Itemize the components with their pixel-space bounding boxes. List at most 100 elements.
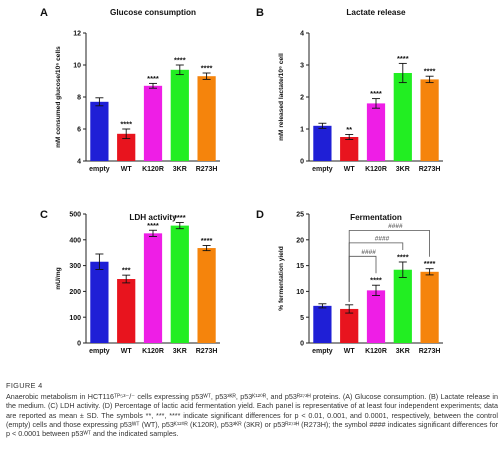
bar-3kr [170, 69, 189, 161]
comparison-bracket [348, 255, 377, 302]
bar-k120r [366, 103, 386, 161]
significance-label: **** [201, 236, 213, 245]
bracket-label: #### [375, 235, 390, 242]
y-tick-label: 300 [69, 263, 81, 270]
significance-label: *** [122, 266, 131, 275]
y-tick-label: 400 [69, 237, 81, 244]
bar-wt [340, 308, 359, 343]
y-axis-label: mM released lactate/10⁶ cell [278, 53, 285, 141]
figure-caption: FIGURE 4 Anaerobic metabolism in HCT116ᵀ… [6, 381, 498, 438]
bar-r273h [420, 79, 439, 161]
category-label: WT [344, 166, 356, 173]
y-tick-label: 2 [300, 95, 304, 102]
y-tick-label: 1 [300, 127, 304, 134]
category-label: empty [312, 348, 333, 355]
y-tick-label: 10 [73, 63, 81, 70]
significance-label: **** [147, 74, 159, 83]
bar-empty [90, 261, 109, 343]
panel-d-fermentation: D Fermentation 0 5 10 15 20 25 % fermentation yi… [256, 209, 443, 355]
bar-k120r [143, 233, 163, 343]
panel-letter: D [256, 209, 264, 221]
significance-label: **** [120, 120, 132, 129]
chart-title: Glucose consumption [110, 8, 196, 17]
bar-r273h [420, 271, 439, 343]
category-label: WT [121, 166, 133, 173]
category-label: empty [89, 348, 110, 355]
y-tick-label: 0 [300, 159, 304, 166]
category-label: 3KR [396, 348, 410, 355]
bracket-label: #### [388, 223, 403, 230]
category-label: R273H [196, 166, 218, 173]
bar-r273h [197, 76, 216, 161]
category-label: R273H [419, 166, 441, 173]
category-label: 3KR [173, 166, 187, 173]
y-tick-label: 4 [77, 159, 81, 166]
bar-k120r [366, 290, 386, 343]
chart-title: Lactate release [346, 8, 406, 17]
y-tick-label: 4 [300, 31, 304, 38]
y-tick-label: 500 [69, 212, 81, 219]
bar-3kr [170, 225, 189, 343]
y-tick-label: 5 [300, 315, 304, 322]
panel-a-glucose-consumption: A Glucose consumption 4 6 8 10 12 mM consumed g… [40, 7, 220, 173]
significance-label: **** [174, 213, 186, 222]
y-axis-label: mU/mg [55, 267, 62, 289]
y-tick-label: 0 [300, 341, 304, 348]
bracket-label: #### [361, 249, 376, 256]
y-tick-label: 20 [296, 237, 304, 244]
chart-title: LDH activity [129, 213, 177, 222]
significance-label: **** [397, 252, 409, 261]
y-tick-label: 100 [69, 315, 81, 322]
category-label: K120R [365, 348, 387, 355]
significance-label: **** [397, 54, 409, 63]
bar-3kr [393, 73, 412, 161]
y-tick-label: 200 [69, 289, 81, 296]
y-tick-label: 8 [77, 95, 81, 102]
bar-empty [90, 101, 109, 161]
category-label: K120R [365, 166, 387, 173]
category-label: K120R [142, 166, 164, 173]
bar-empty [313, 305, 332, 343]
bar-3kr [393, 269, 412, 343]
comparison-bracket [348, 230, 430, 302]
category-label: empty [312, 166, 333, 173]
y-tick-label: 0 [77, 341, 81, 348]
category-label: R273H [419, 348, 441, 355]
category-label: empty [89, 166, 110, 173]
panel-b-lactate-release: B Lactate release 0 1 2 3 4 mM released lactate… [256, 7, 443, 173]
significance-label: **** [370, 89, 382, 98]
significance-label: ** [346, 125, 352, 134]
significance-label: **** [424, 67, 436, 76]
y-tick-label: 6 [77, 127, 81, 134]
chart-title: Fermentation [350, 213, 402, 222]
bar-r273h [197, 248, 216, 343]
bar-wt [117, 279, 136, 343]
bar-k120r [143, 85, 163, 161]
panel-letter: A [40, 7, 48, 19]
significance-label: **** [370, 276, 382, 285]
y-tick-label: 12 [73, 31, 81, 38]
category-label: K120R [142, 348, 164, 355]
significance-label: **** [424, 259, 436, 268]
category-label: WT [121, 348, 133, 355]
category-label: WT [344, 348, 356, 355]
y-tick-label: 3 [300, 63, 304, 70]
panel-letter: C [40, 209, 48, 221]
y-axis-label: % fermentation yield [278, 246, 285, 311]
y-axis-label: mM consumed glucose/10⁶ cells [55, 46, 62, 148]
bar-wt [340, 137, 359, 161]
panel-c-ldh-activity: C LDH activity 0 100 200 300 400 500 mU/mg empty *… [40, 209, 220, 355]
y-tick-label: 10 [296, 289, 304, 296]
significance-label: **** [147, 221, 159, 230]
bar-wt [117, 133, 136, 161]
category-label: 3KR [396, 166, 410, 173]
y-tick-label: 15 [296, 263, 304, 270]
significance-label: **** [201, 64, 213, 73]
panel-letter: B [256, 7, 264, 19]
category-label: R273H [196, 348, 218, 355]
caption-text: Anaerobic metabolism in HCT116ᵀᴾ⁵³⁻/⁻ ce… [6, 392, 498, 439]
significance-label: **** [174, 56, 186, 65]
figure-label: FIGURE 4 [6, 381, 43, 390]
y-tick-label: 25 [296, 212, 304, 219]
